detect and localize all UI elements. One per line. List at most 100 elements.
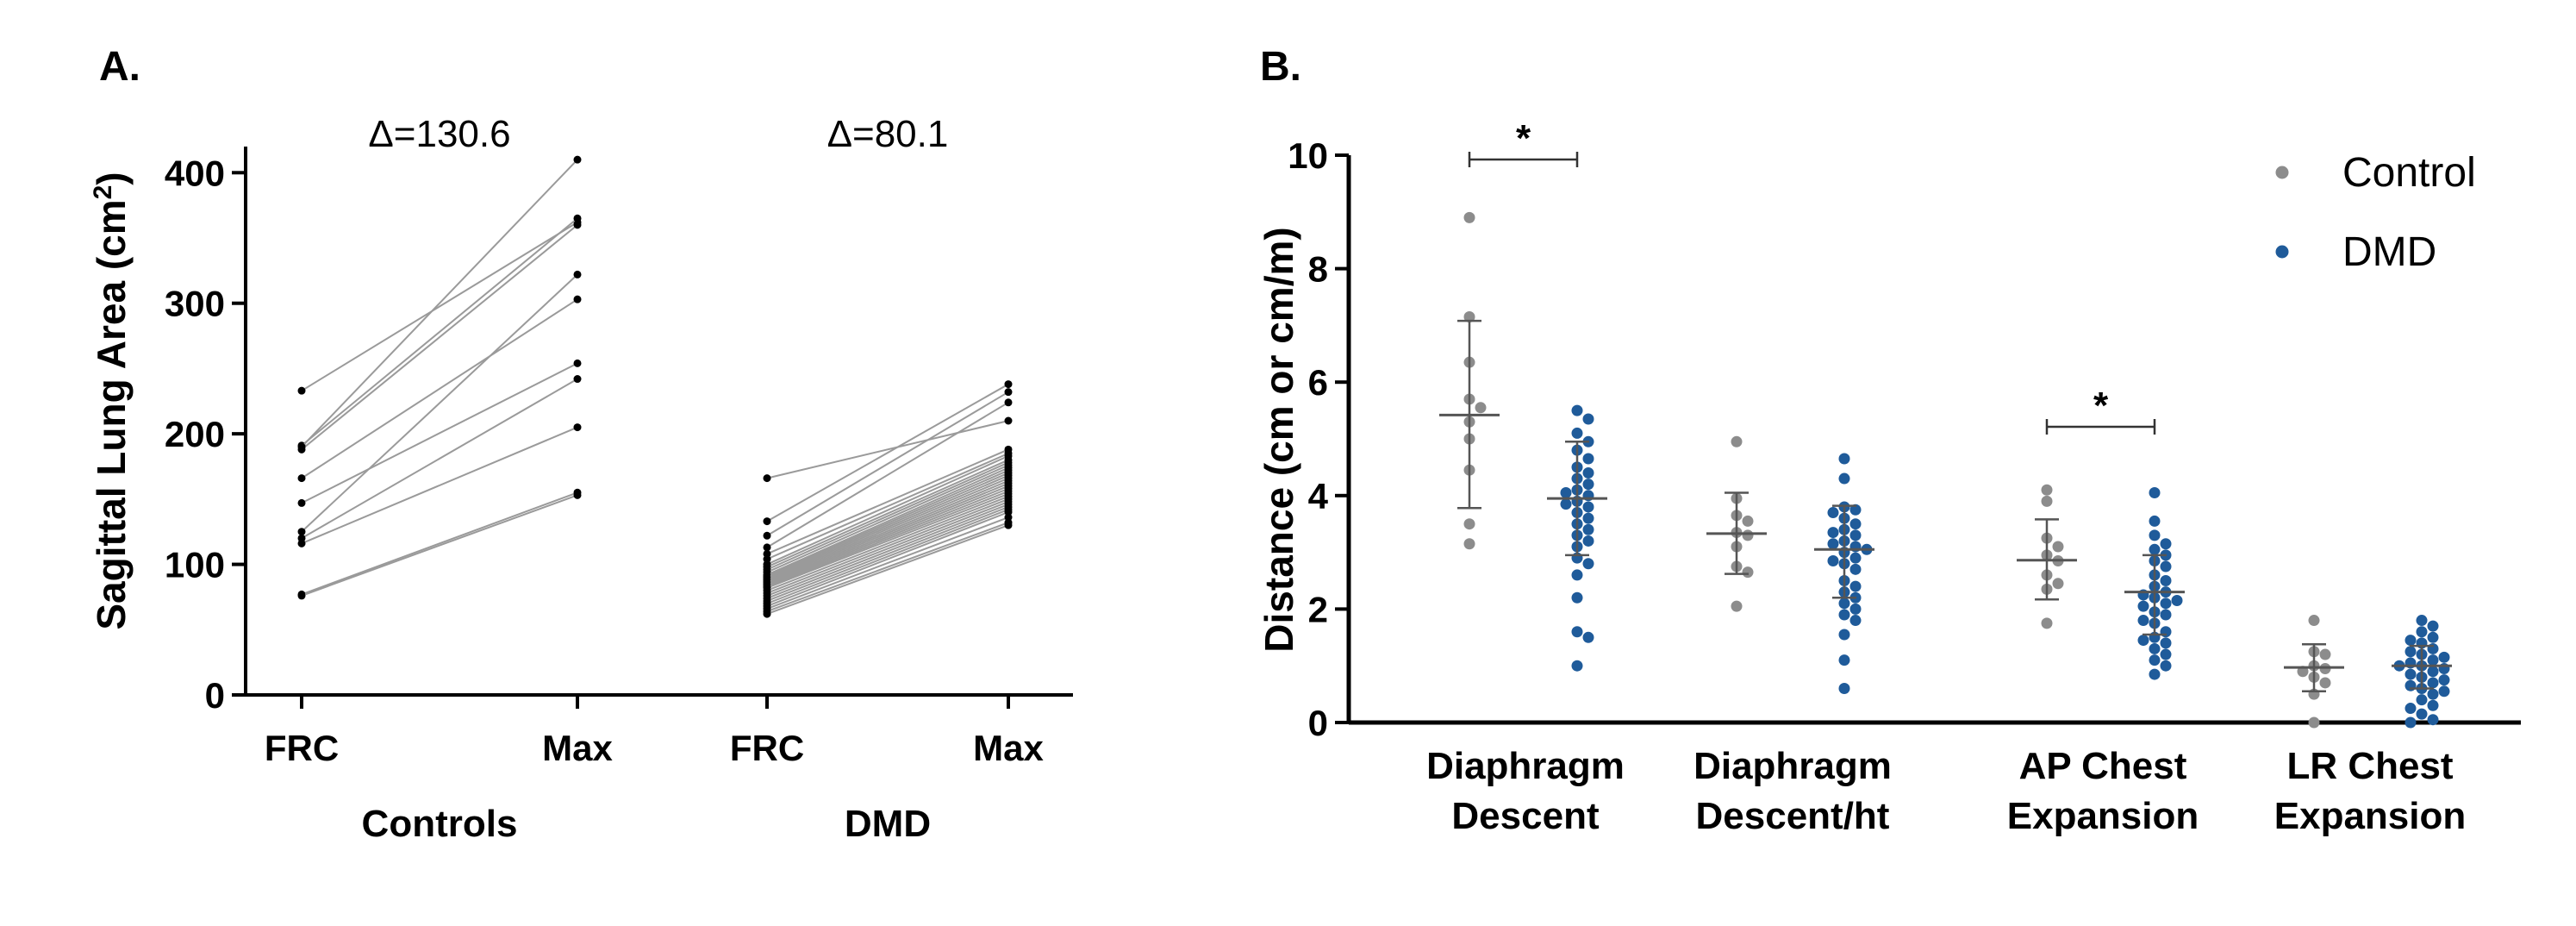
panel-b-point-dmd	[2137, 635, 2149, 647]
panel-a-pair-line	[766, 509, 1009, 604]
panel-a-pair-line	[301, 159, 578, 447]
panel-b-point-dmd	[1560, 498, 1572, 510]
panel-a-pair-line	[301, 494, 578, 597]
panel-b-y-tick-label: 10	[1288, 135, 1328, 176]
panel-a-point	[763, 517, 771, 526]
panel-b-point-dmd	[1582, 453, 1594, 465]
panel-b-point-dmd	[1838, 629, 1850, 641]
panel-a-pair-line	[766, 490, 1009, 588]
panel-b-point-dmd	[1582, 631, 1594, 643]
significance-star: *	[2093, 385, 2109, 427]
panel-a-pair-line	[301, 362, 578, 504]
panel-a-x-tick-label: Max	[973, 728, 1044, 768]
panel-b-point-dmd	[1838, 683, 1850, 695]
panel-b-legend: Control DMD	[2275, 150, 2476, 275]
panel-b-point-dmd	[1582, 512, 1594, 524]
panel-a-pair-line	[766, 492, 1009, 589]
panel-b-point-dmd	[1838, 472, 1850, 485]
panel-a-point	[573, 214, 582, 222]
panel-b-point-control	[1475, 402, 1487, 414]
panel-b-point-dmd	[1827, 527, 1839, 539]
panel-b-point-dmd	[1849, 615, 1862, 627]
panel-a-pair-line	[766, 391, 1009, 537]
panel-a-label: A.	[99, 44, 140, 90]
panel-a-point	[1004, 398, 1013, 407]
panel-b-point-dmd	[2149, 642, 2161, 654]
panel-b-y-tick-label: 6	[1308, 362, 1328, 403]
panel-a-point	[297, 539, 306, 547]
panel-b-point-control	[1742, 529, 1754, 541]
panel-a-x-tick-label: Max	[542, 728, 613, 768]
panel-b-point-dmd	[2427, 688, 2439, 700]
panel-a-point	[1004, 388, 1013, 397]
panel-b-point-dmd	[2427, 714, 2439, 726]
panel-a-pair-line	[766, 487, 1009, 586]
panel-b-category-label: Expansion	[2274, 795, 2467, 837]
panel-b-point-control	[1731, 435, 1743, 447]
panel-b-point-dmd	[2404, 635, 2417, 647]
panel-a-pair-line	[301, 298, 578, 479]
legend-label-dmd: DMD	[2342, 229, 2436, 275]
panel-a-pair-line	[766, 524, 1009, 616]
panel-a-ylabel-main: Sagittal Lung Area (cm	[89, 199, 134, 629]
panel-a-pair-line	[766, 482, 1009, 584]
panel-a-y-tick-label: 200	[165, 414, 225, 454]
panel-a-pair-line	[766, 466, 1009, 576]
panel-a-pair-line	[766, 506, 1009, 602]
panel-a-pair-line	[766, 383, 1009, 522]
panel-b-point-dmd	[1571, 626, 1583, 638]
panel-a-pair-line	[766, 469, 1009, 578]
panel-b-point-dmd	[1582, 479, 1594, 491]
panel-a-ylabel-close: )	[89, 172, 134, 185]
panel-b-category-label: Diaphragm	[1693, 745, 1892, 787]
panel-b-point-control	[2308, 615, 2320, 627]
panel-a-point	[1004, 380, 1013, 389]
panel-a-pair-line	[301, 491, 578, 596]
panel-a-point	[573, 155, 582, 164]
panel-b-point-dmd	[2438, 685, 2450, 698]
panel-b-point-control	[1463, 211, 1475, 223]
panel-b-point-dmd	[1582, 501, 1594, 513]
panel-b-point-dmd	[2160, 609, 2172, 621]
panel-a-ylabel-sup: 2	[89, 185, 117, 200]
panel-b-point-dmd	[2404, 703, 2417, 715]
panel-b-point-control	[2041, 617, 2053, 629]
panel-a-point	[573, 359, 582, 367]
panel-b-point-dmd	[2160, 575, 2172, 586]
panel-b-point-dmd	[2137, 600, 2149, 612]
panel-b-point-dmd	[2149, 668, 2161, 680]
panel-b-point-dmd	[1849, 504, 1862, 516]
panel-b-point-dmd	[2160, 637, 2172, 649]
panel-a-pair-line	[766, 401, 1009, 548]
panel-a-x-tick-label: FRC	[265, 728, 339, 768]
panel-b-point-dmd	[2404, 668, 2417, 680]
panel-a-point	[763, 474, 771, 483]
legend-marker-control	[2275, 166, 2289, 179]
panel-a-point	[763, 543, 771, 552]
panel-a-point	[1004, 521, 1013, 529]
panel-b-y-tick-label: 2	[1308, 589, 1328, 629]
panel-a-pair-line	[766, 477, 1009, 581]
panel-b-point-control	[1742, 566, 1754, 579]
panel-b-point-dmd	[2149, 515, 2161, 527]
panel-b-point-dmd	[1849, 518, 1862, 530]
panel-a-pair-line	[766, 461, 1009, 571]
panel-b-point-dmd	[1838, 598, 1850, 610]
panel-a-y-tick-label: 400	[165, 153, 225, 193]
panel-a-x-tick-label: FRC	[730, 728, 804, 768]
panel-a-pair-line	[301, 217, 578, 447]
panel-b-point-dmd	[1571, 404, 1583, 416]
panel-a-point	[763, 531, 771, 540]
panel-b-point-control	[1463, 538, 1475, 550]
panel-b-point-dmd	[1849, 563, 1862, 575]
panel-b-point-control	[1463, 311, 1475, 323]
panel-b-point-dmd	[2149, 529, 2161, 541]
panel-a-pair-line	[766, 459, 1009, 568]
panel-b-plot: 0 2 4 6 8 10 Diaphragm Descent Diaphragm Descent/…	[1288, 117, 2521, 837]
panel-b-point-control	[2041, 495, 2053, 507]
panel-b-category-label: Descent/ht	[1696, 795, 1890, 837]
panel-b-point-dmd	[2416, 626, 2428, 638]
panel-b-point-dmd	[1849, 603, 1862, 615]
panel-a-point	[297, 498, 306, 507]
panel-b-y-tick-label: 8	[1308, 249, 1328, 290]
